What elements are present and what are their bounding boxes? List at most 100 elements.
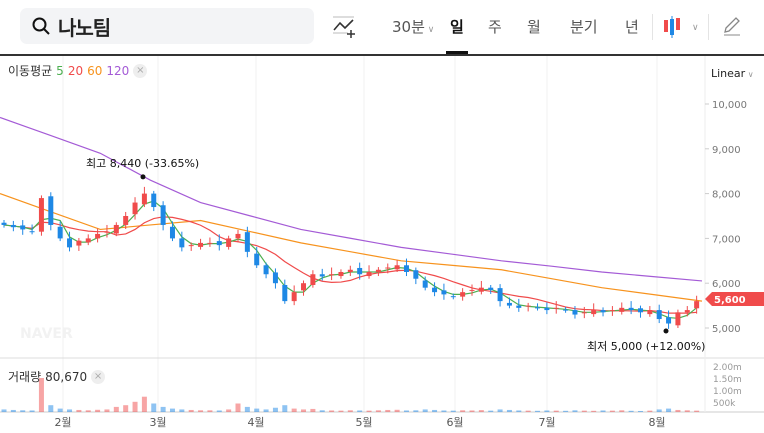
candle-body <box>29 231 35 233</box>
ma120-line <box>0 116 703 282</box>
candle-body <box>57 226 63 239</box>
volume-value: 80,670 <box>45 369 88 384</box>
x-tick-label: 7월 <box>538 416 555 429</box>
scale-dropdown[interactable]: Linear ∨ <box>711 67 754 80</box>
volume-bar <box>600 410 606 412</box>
volume-bar <box>656 409 662 412</box>
candlestick-icon[interactable]: ∨ <box>662 14 702 40</box>
candle-body <box>413 270 419 279</box>
tab-week[interactable]: 주 <box>488 18 502 36</box>
volume-bar <box>329 410 335 412</box>
search-icon <box>32 17 50 35</box>
volume-legend: 거래량 80,670 × <box>8 368 106 385</box>
volume-tick-label: 2.00m <box>713 363 742 373</box>
volume-bar <box>301 409 307 412</box>
candle-body <box>497 288 503 302</box>
volume-bar <box>57 408 63 412</box>
chevron-down-icon: ∨ <box>424 25 435 35</box>
high-annotation: 최고 8,440 (-33.65%) <box>86 157 199 170</box>
volume-bar <box>357 410 363 412</box>
volume-bar <box>226 409 232 412</box>
volume-bar <box>198 410 204 412</box>
candle-body <box>310 274 316 285</box>
candle-body <box>450 296 456 298</box>
volume-bar <box>609 410 615 412</box>
volume-bar <box>48 405 54 412</box>
volume-bar <box>441 410 447 412</box>
candle-body <box>385 267 391 269</box>
candle-body <box>1 222 7 225</box>
volume-bar <box>628 410 634 412</box>
volume-bar <box>666 408 672 412</box>
y-tick-label: 9,000 <box>712 145 741 156</box>
candle-body <box>226 238 232 247</box>
volume-bar <box>563 410 569 412</box>
candle-body <box>422 280 428 288</box>
volume-bar <box>244 406 250 412</box>
volume-bar <box>516 410 522 412</box>
close-volume-button[interactable]: × <box>91 369 106 384</box>
candle-body <box>244 232 250 252</box>
volume-bar <box>675 409 681 412</box>
candle-body <box>394 265 400 270</box>
candle-body <box>38 198 44 232</box>
x-tick-label: 4월 <box>247 416 264 429</box>
volume-bar <box>1 409 7 412</box>
volume-bar <box>619 410 625 412</box>
scale-label: Linear <box>711 67 746 80</box>
candle-body <box>67 238 73 248</box>
close-ma-button[interactable]: × <box>133 63 148 78</box>
volume-bar <box>282 405 288 412</box>
candle-body <box>694 301 700 309</box>
candle-body <box>403 265 409 272</box>
candle-body <box>535 307 541 309</box>
ma20-label: 20 <box>67 63 84 78</box>
search-query[interactable]: 나노팀 <box>58 15 111 40</box>
candle-body <box>469 289 475 291</box>
volume-bar <box>188 409 194 412</box>
volume-tick-label: 1.00m <box>713 387 742 397</box>
volume-bar <box>123 405 129 412</box>
volume-bar <box>169 408 175 412</box>
volume-bar <box>460 410 466 412</box>
candle-body <box>48 196 54 225</box>
interval-dropdown[interactable]: 30분 ∨ <box>392 16 434 37</box>
pencil-icon[interactable] <box>722 16 742 36</box>
tab-month[interactable]: 월 <box>527 18 541 36</box>
candle-body <box>366 272 372 277</box>
volume-bar <box>385 409 391 412</box>
candle-body <box>591 310 597 315</box>
volume-bar <box>394 409 400 412</box>
volume-bar <box>10 409 16 412</box>
candle-body <box>20 225 26 230</box>
x-tick-label: 2월 <box>54 416 71 429</box>
volume-bar <box>310 408 316 412</box>
ma5-label: 5 <box>56 63 64 78</box>
tab-day[interactable]: 일 <box>450 18 464 36</box>
volume-bar <box>375 410 381 412</box>
x-tick-label: 5월 <box>355 416 372 429</box>
candle-body <box>188 245 194 247</box>
volume-bar <box>20 410 26 412</box>
svg-text:∨: ∨ <box>692 23 699 33</box>
candle-body <box>460 292 466 297</box>
candle-body <box>282 284 288 302</box>
add-indicator-icon[interactable] <box>332 16 358 38</box>
tab-year[interactable]: 년 <box>625 18 639 36</box>
candle-body <box>198 242 204 247</box>
volume-bar <box>151 403 157 412</box>
candle-body <box>675 312 681 326</box>
candle-body <box>235 233 241 239</box>
ma-legend: 이동평균 5 20 60 120 × <box>8 62 148 79</box>
volume-bar <box>338 410 344 412</box>
header-divider <box>0 54 764 56</box>
tab-quarter[interactable]: 분기 <box>570 18 598 36</box>
candle-body <box>319 274 325 277</box>
price-chart[interactable]: 2월 3월 4월 5월 6월 7월 8월 10,000 9,000 8,000 7,000 6,000… <box>0 56 764 433</box>
search-box[interactable]: 나노팀 <box>20 8 314 44</box>
volume-bar <box>581 410 587 412</box>
candle-body <box>169 226 175 239</box>
candle-body <box>95 233 101 239</box>
candle-body <box>141 193 147 205</box>
volume-bar <box>85 410 91 412</box>
